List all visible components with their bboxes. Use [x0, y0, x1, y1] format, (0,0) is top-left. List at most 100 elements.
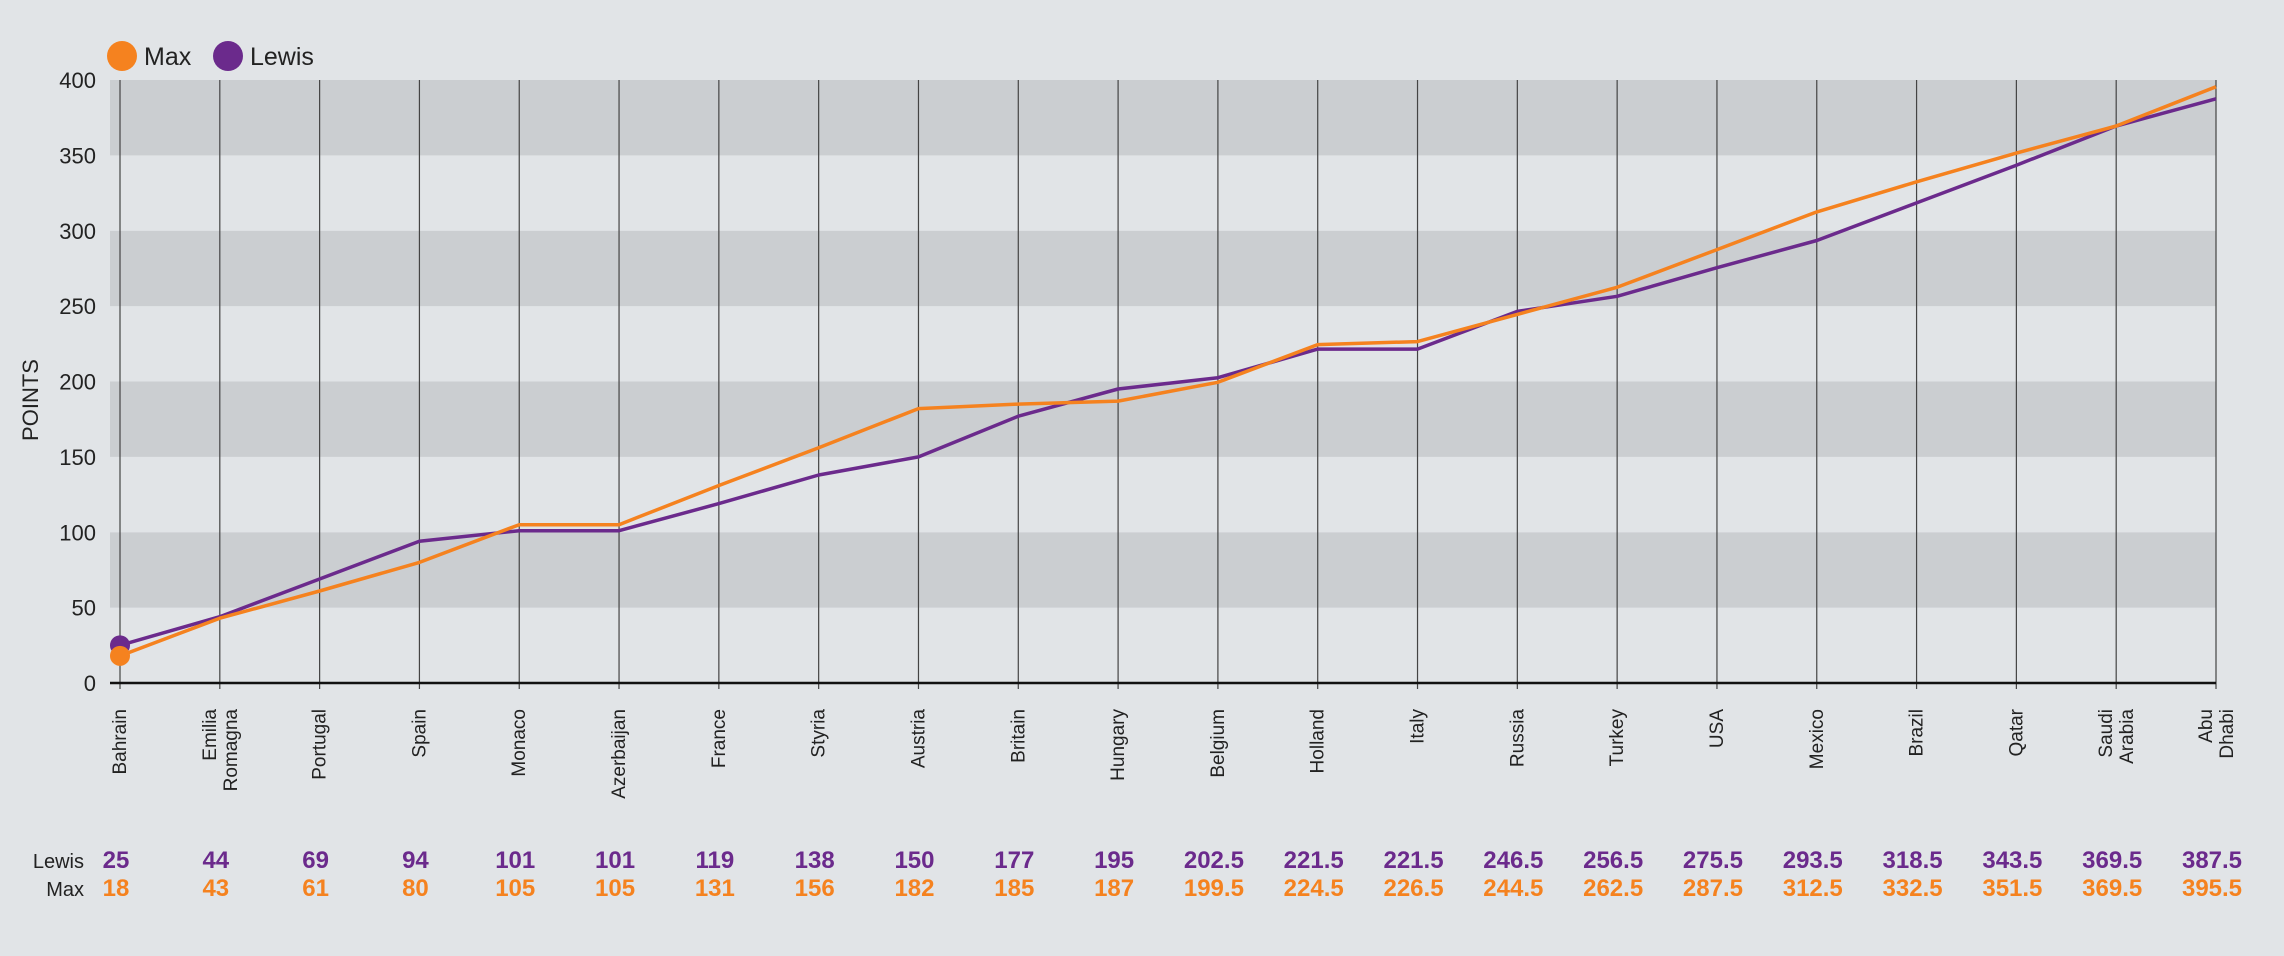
category-label: Russia [1507, 709, 1528, 768]
data-label-lewis: 195 [1094, 847, 1134, 874]
data-label-lewis: 150 [894, 847, 934, 874]
table-row-label: Lewis [33, 851, 84, 873]
y-tick-label: 300 [59, 219, 96, 244]
category-label: Brazil [1907, 709, 1928, 757]
value-table: Lewis 25 44 69 94 101 101 119 138 150 177 195 202.5 2… [33, 847, 2242, 902]
category-label-line: Russia [1507, 709, 1528, 768]
legend-swatch-max [107, 41, 137, 71]
category-label-line: Britain [1008, 709, 1029, 763]
grid-band [110, 306, 2216, 382]
data-label-lewis: 318.5 [1883, 847, 1943, 874]
data-label-max: 43 [202, 875, 229, 902]
grid-band [110, 456, 2216, 533]
category-label-line: Qatar [2006, 708, 2027, 756]
category-label-line: Brazil [1907, 709, 1928, 757]
y-tick-label: 400 [59, 68, 96, 93]
category-label-line: Bahrain [110, 709, 131, 775]
category-label-line: Emilia [200, 709, 221, 761]
category-label-line: Austria [908, 709, 929, 769]
data-label-max: 244.5 [1483, 875, 1543, 902]
data-label-max: 351.5 [1982, 875, 2042, 902]
category-label-line: Hungary [1108, 709, 1129, 781]
y-tick-label: 150 [59, 445, 96, 470]
data-label-lewis: 343.5 [1982, 847, 2042, 874]
category-label: Azerbaijan [609, 709, 630, 799]
data-label-max: 187 [1094, 875, 1134, 902]
category-label: Qatar [2006, 708, 2027, 756]
data-label-lewis: 177 [994, 847, 1034, 874]
y-axis: 0 50 100 150 200 250 300 350 400 [59, 68, 96, 696]
category-label-line: Spain [409, 709, 430, 758]
data-label-lewis: 246.5 [1483, 847, 1543, 874]
data-label-lewis: 369.5 [2082, 847, 2142, 874]
category-label-line: Saudi [2096, 709, 2117, 758]
data-label-max: 131 [695, 875, 735, 902]
data-label-lewis: 387.5 [2182, 847, 2242, 874]
data-label-max: 18 [103, 875, 130, 902]
category-label: Bahrain [110, 709, 131, 775]
data-label-lewis: 221.5 [1383, 847, 1443, 874]
data-label-max: 105 [495, 875, 535, 902]
category-label-line: Styria [809, 709, 830, 758]
category-label-line: Turkey [1607, 709, 1628, 767]
data-label-max: 226.5 [1383, 875, 1443, 902]
category-label: Holland [1308, 709, 1329, 773]
data-label-lewis: 94 [402, 847, 429, 874]
grid-band [110, 230, 2216, 307]
data-label-max: 182 [894, 875, 934, 902]
category-label-line: Italy [1408, 709, 1429, 744]
data-label-max: 312.5 [1783, 875, 1843, 902]
grid-band [110, 155, 2216, 231]
category-label: Hungary [1108, 709, 1129, 781]
category-label-line: Monaco [509, 709, 530, 777]
category-label-line: Arabia [2117, 709, 2138, 764]
category-label: Turkey [1607, 709, 1628, 767]
x-axis: Bahrain EmiliaRomagna Portugal Spain Monaco A… [110, 681, 2238, 799]
category-label: France [709, 709, 730, 768]
data-label-max: 332.5 [1883, 875, 1943, 902]
data-label-lewis: 44 [202, 847, 229, 874]
table-row-label: Max [46, 879, 84, 901]
category-label: EmiliaRomagna [200, 709, 242, 792]
data-label-lewis: 221.5 [1284, 847, 1344, 874]
legend-label-max: Max [144, 43, 192, 71]
category-label-line: Portugal [310, 709, 331, 780]
legend-label-lewis: Lewis [250, 43, 314, 71]
data-label-max: 224.5 [1284, 875, 1344, 902]
category-label: Styria [809, 709, 830, 758]
data-label-lewis: 119 [695, 847, 734, 874]
series-line-lewis [119, 97, 2217, 647]
series-lines [110, 85, 2217, 666]
category-label: Belgium [1208, 709, 1229, 778]
data-label-max: 395.5 [2182, 875, 2242, 902]
category-label: AbuDhabi [2196, 709, 2238, 759]
y-tick-label: 350 [59, 143, 96, 168]
y-tick-label: 200 [59, 370, 96, 395]
category-label: Italy [1408, 709, 1429, 744]
category-label-line: Azerbaijan [609, 709, 630, 799]
vertical-gridlines [119, 80, 2217, 689]
category-label-line: France [709, 709, 730, 768]
data-label-max: 262.5 [1583, 875, 1643, 902]
category-label-line: Mexico [1807, 709, 1828, 769]
category-label: Monaco [509, 709, 530, 777]
grid-band [110, 532, 2216, 608]
start-marker-max [110, 645, 130, 666]
legend-swatch-lewis [213, 41, 243, 71]
series-line-max [119, 85, 2217, 658]
legend: Max Lewis [107, 41, 314, 71]
y-tick-label: 250 [59, 294, 96, 319]
y-tick-label: 100 [59, 520, 96, 545]
category-label: Portugal [310, 709, 331, 780]
data-label-lewis: 256.5 [1583, 847, 1643, 874]
data-label-lewis: 275.5 [1683, 847, 1743, 874]
category-label: Mexico [1807, 709, 1828, 769]
category-label-line: Abu [2196, 709, 2217, 743]
data-label-lewis: 69 [302, 847, 329, 874]
category-label-line: USA [1707, 709, 1728, 748]
data-label-max: 156 [795, 875, 835, 902]
data-label-lewis: 101 [595, 847, 635, 874]
data-label-lewis: 293.5 [1783, 847, 1843, 874]
category-label: Austria [908, 709, 929, 769]
